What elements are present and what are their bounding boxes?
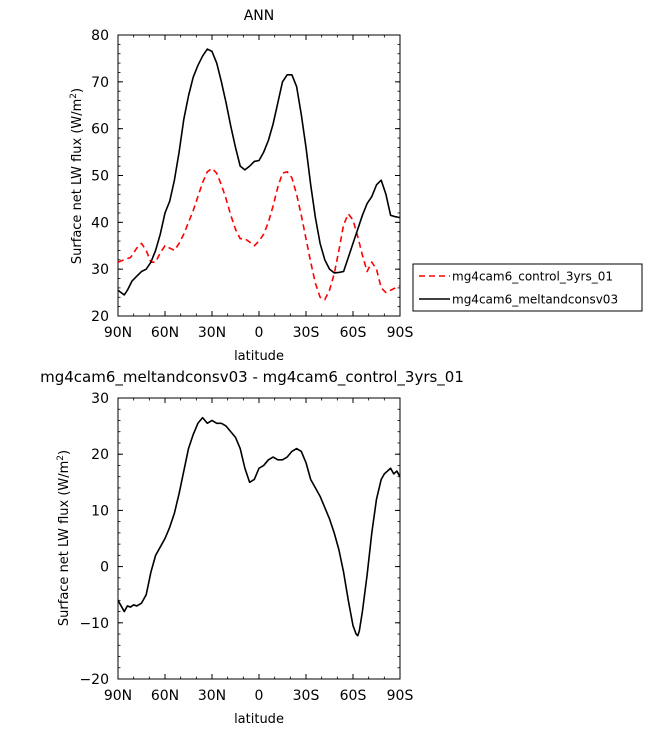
bottom-plot-frame: [117, 397, 401, 680]
bottom-xtick-label: 30S: [293, 688, 320, 704]
top-x-axis: 90N 60N 30N 0 30S 60S 90S: [104, 35, 414, 341]
top-xtick-label: 60S: [340, 325, 367, 341]
top-x-axis-label: latitude: [234, 349, 284, 364]
bottom-xtick-label: 60S: [340, 688, 367, 704]
legend-frame: [412, 263, 643, 312]
bottom-ytick-label: 10: [91, 503, 109, 519]
top-y-axis: 20 30 40 50 60 70 80: [91, 28, 400, 325]
bottom-xtick-label: 60N: [151, 688, 179, 704]
top-xtick-label: 30N: [198, 325, 226, 341]
top-y-axis-label: Surface net LW flux (W/m2): [69, 88, 85, 264]
bottom-y-axis-label-sup: 2: [56, 455, 66, 461]
top-xtick-label: 90N: [104, 325, 132, 341]
top-xtick-label: 0: [255, 325, 264, 341]
top-ytick-label: 40: [91, 215, 109, 231]
top-y-axis-label-end: ): [70, 88, 85, 93]
bottom-xtick-label: 90S: [387, 688, 414, 704]
bottom-y-axis-label-end: ): [57, 450, 72, 455]
legend-label-control: mg4cam6_control_3yrs_01: [452, 270, 613, 284]
top-panel: ANN 20 30 40 50 60 70 80 90N 60N 30N 0 30S 60S 90S l…: [69, 8, 643, 364]
bottom-xtick-label: 90N: [104, 688, 132, 704]
top-ytick-label: 20: [91, 309, 109, 325]
bottom-ytick-label: 30: [91, 391, 109, 407]
top-xtick-label: 30S: [293, 325, 320, 341]
bottom-panel: mg4cam6_meltandconsv03 - mg4cam6_control…: [40, 368, 464, 727]
bottom-series-line-0: [117, 416, 401, 637]
top-y-axis-label-main: Surface net LW flux (W/m: [70, 99, 85, 264]
bottom-x-axis-label: latitude: [234, 712, 284, 727]
bottom-y-axis: −20 −10 0 10 20 30: [79, 391, 400, 688]
top-xtick-label: 90S: [387, 325, 414, 341]
top-series-line-0: [117, 167, 401, 301]
top-series-line-1: [117, 48, 401, 296]
bottom-y-axis-label-main: Surface net LW flux (W/m: [57, 461, 72, 626]
top-ytick-label: 70: [91, 75, 109, 91]
top-ytick-label: 50: [91, 169, 109, 185]
top-plot-frame: [117, 34, 401, 317]
legend: mg4cam6_control_3yrs_01 mg4cam6_meltandc…: [412, 263, 643, 312]
legend-label-meltandconsv: mg4cam6_meltandconsv03: [452, 293, 618, 307]
top-y-axis-label-sup: 2: [69, 93, 79, 99]
bottom-ytick-label: 0: [100, 560, 109, 576]
bottom-ytick-label: −20: [79, 672, 109, 688]
bottom-series-group: [117, 416, 401, 637]
bottom-xtick-label: 30N: [198, 688, 226, 704]
top-ytick-label: 80: [91, 28, 109, 44]
bottom-x-axis: 90N 60N 30N 0 30S 60S 90S: [104, 398, 414, 704]
bottom-ytick-label: −10: [79, 616, 109, 632]
bottom-xtick-label: 0: [255, 688, 264, 704]
bottom-chart-title: mg4cam6_meltandconsv03 - mg4cam6_control…: [40, 368, 464, 387]
bottom-ytick-label: 20: [91, 447, 109, 463]
top-ytick-label: 60: [91, 122, 109, 138]
top-series-group: [117, 48, 401, 301]
top-chart-title: ANN: [244, 8, 275, 24]
top-ytick-label: 30: [91, 262, 109, 278]
bottom-y-axis-label: Surface net LW flux (W/m2): [56, 450, 72, 626]
top-xtick-label: 60N: [151, 325, 179, 341]
